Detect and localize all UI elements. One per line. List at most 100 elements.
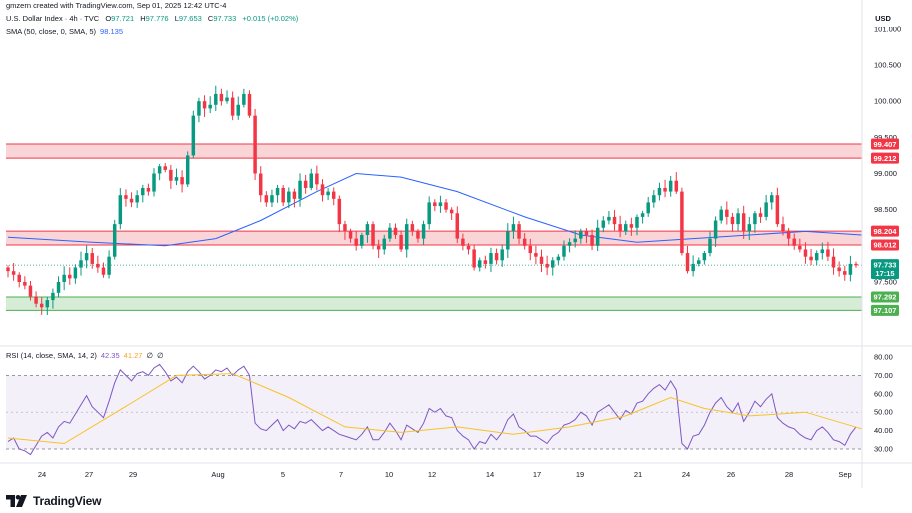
candle-body xyxy=(843,271,847,275)
candle-body xyxy=(169,169,173,181)
candle-body xyxy=(848,263,853,275)
candle xyxy=(584,228,589,244)
candle-body xyxy=(770,195,774,203)
candle xyxy=(39,297,44,315)
candle-body xyxy=(713,220,718,239)
candle xyxy=(522,232,527,250)
candle xyxy=(848,255,853,282)
candle-body xyxy=(461,238,465,246)
rsi-value: 42.35 xyxy=(100,351,120,360)
candle-body xyxy=(45,300,50,308)
candle-body xyxy=(427,202,431,225)
candle-body xyxy=(730,216,735,225)
candle xyxy=(371,221,375,250)
close-label: C xyxy=(207,14,214,23)
candle xyxy=(444,199,448,213)
candle-body xyxy=(421,224,426,239)
candle-body xyxy=(56,282,61,293)
candle-body xyxy=(331,191,336,199)
candle-body xyxy=(292,191,297,199)
candle-body xyxy=(371,224,375,246)
candle-body xyxy=(157,166,162,174)
sma-label[interactable]: SMA (50, close, 0, SMA, 5) xyxy=(6,27,97,36)
candle xyxy=(393,223,398,239)
candle-body xyxy=(517,224,521,239)
candle xyxy=(141,184,145,203)
candle xyxy=(646,197,650,217)
candle-body xyxy=(382,238,387,250)
candle-body xyxy=(803,249,808,257)
candle xyxy=(219,88,224,106)
candle xyxy=(433,199,437,212)
candle-body xyxy=(163,166,167,170)
candle xyxy=(152,168,156,197)
candle-body xyxy=(303,180,308,188)
candle-body xyxy=(410,224,415,232)
candle-body xyxy=(612,216,617,225)
candle-body xyxy=(741,213,746,232)
candle xyxy=(169,164,173,189)
candle-body xyxy=(640,213,645,217)
candle xyxy=(399,230,403,253)
candle-body xyxy=(556,256,561,261)
candle-body xyxy=(652,195,656,203)
level-tag-bg xyxy=(871,291,899,303)
candle xyxy=(775,187,780,227)
candle-body xyxy=(826,249,830,257)
rsi-label[interactable]: RSI (14, close, SMA, 14, 2) xyxy=(6,351,97,360)
candle-body xyxy=(814,253,819,261)
candle xyxy=(702,250,707,265)
candle xyxy=(416,229,420,243)
candle xyxy=(275,184,280,203)
candle-body xyxy=(489,253,493,264)
candle-body xyxy=(725,209,729,217)
candle xyxy=(118,188,123,230)
time-tick-label: 24 xyxy=(682,470,690,479)
candle xyxy=(657,182,662,201)
candle-body xyxy=(674,180,679,192)
sma-legend[interactable]: SMA (50, close, 0, SMA, 5) 98.135 xyxy=(6,27,123,36)
candle-body xyxy=(141,187,145,196)
currency-button[interactable]: USD xyxy=(868,11,898,27)
sma-line xyxy=(7,172,862,247)
candle-body xyxy=(39,303,44,308)
candle-body xyxy=(837,267,841,272)
level-tag-label: 99.407 xyxy=(874,140,897,149)
candle xyxy=(79,251,83,276)
candle xyxy=(191,110,196,159)
candle-body xyxy=(534,253,538,257)
candle xyxy=(410,220,415,236)
time-tick-label: 12 xyxy=(428,470,436,479)
candle xyxy=(854,261,858,268)
candle xyxy=(174,168,179,186)
low-value: 97.653 xyxy=(178,14,202,23)
price-tick-label: 100.000 xyxy=(874,97,901,106)
brand-name: TradingView xyxy=(33,494,102,508)
candle-body xyxy=(820,249,825,254)
candle-body xyxy=(376,245,381,250)
symbol-legend[interactable]: U.S. Dollar Index · 4h · TVC O97.721 H97… xyxy=(6,14,298,23)
candle xyxy=(758,207,763,223)
candle-body xyxy=(433,202,437,207)
candle-body xyxy=(219,93,224,102)
candle-body xyxy=(455,213,460,239)
candle-body xyxy=(657,187,662,196)
candle xyxy=(680,187,684,256)
candle xyxy=(230,91,235,121)
symbol-title[interactable]: U.S. Dollar Index · 4h · TVC xyxy=(6,14,100,23)
candle-body xyxy=(477,260,482,268)
candle xyxy=(56,276,61,298)
level-tag-bg xyxy=(871,138,899,150)
pivot-zone xyxy=(6,231,862,245)
time-tick-label: 24 xyxy=(38,470,46,479)
rsi-tick-label: 60.00 xyxy=(874,389,893,398)
candle xyxy=(326,187,330,201)
candle-body xyxy=(775,195,780,225)
candle xyxy=(809,248,813,266)
candle xyxy=(197,97,201,123)
candle xyxy=(725,201,729,225)
candle xyxy=(28,281,33,301)
rsi-legend[interactable]: RSI (14, close, SMA, 14, 2) 42.35 41.27 ∅ ∅ xyxy=(6,351,164,360)
candle-body xyxy=(62,274,66,282)
